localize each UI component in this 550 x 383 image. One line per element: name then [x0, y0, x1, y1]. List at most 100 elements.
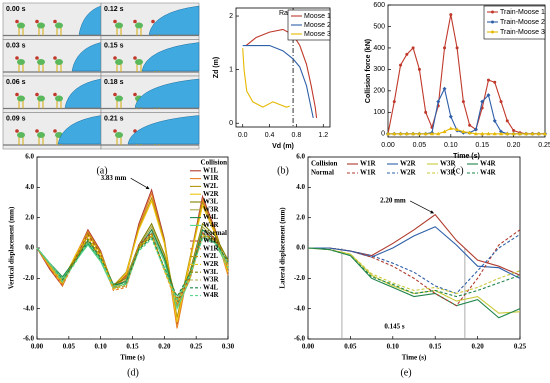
panel-label: (c)	[452, 165, 463, 176]
legend-label: W2L	[203, 182, 219, 190]
moose-head	[53, 56, 57, 60]
x-tick-label: 0.20	[158, 343, 171, 351]
moose-head	[133, 92, 137, 97]
legend-label: W3R	[440, 169, 457, 177]
marker	[467, 130, 472, 135]
legend-label: W2L	[203, 252, 219, 260]
legend-label: W3R	[440, 160, 457, 168]
moose-body	[17, 22, 25, 29]
y-tick-label: 0	[229, 120, 233, 127]
x-tick-label: 0.25	[538, 142, 550, 149]
marker	[411, 46, 415, 50]
legend-label: W1R	[360, 169, 377, 177]
series-line	[388, 87, 545, 135]
plot-frame	[235, 7, 331, 128]
marker	[524, 131, 529, 136]
moose-head	[35, 92, 39, 97]
marker	[448, 114, 453, 119]
x-tick-label: 0.05	[63, 343, 76, 351]
marker	[455, 46, 459, 50]
x-axis-label: Vd (m)	[272, 143, 294, 150]
legend-group-title: Collision	[311, 160, 338, 168]
annotation: 0.145 s	[384, 322, 405, 330]
snapshot-time: 0.12 s	[104, 6, 124, 13]
legend-label: W1R	[203, 174, 220, 182]
rail-label: Rail	[279, 10, 292, 17]
x-tick-label: 0.15	[429, 343, 442, 351]
legend-group-title: Normal	[311, 169, 334, 177]
snapshot-time: 0.00 s	[6, 6, 26, 13]
y-tick-label: 0.0	[25, 244, 34, 252]
legend-label: Train-Moose 1	[500, 9, 545, 16]
x-tick-label: 0.10	[444, 142, 458, 149]
legend-label: W3L	[203, 198, 219, 206]
marker	[442, 129, 447, 134]
annotation: 2.20 mm	[380, 197, 406, 205]
snapshot-time: 0.09 s	[6, 115, 26, 122]
marker	[499, 100, 503, 104]
marker	[536, 131, 541, 136]
y-tick-label: 0.0	[296, 244, 305, 252]
marker	[404, 131, 409, 136]
legend-label: Moose 2	[304, 22, 331, 29]
moose-body	[115, 95, 123, 102]
moose-head	[35, 129, 39, 133]
marker	[399, 63, 403, 67]
moose-head	[15, 129, 19, 133]
marker	[505, 131, 510, 136]
y-tick-label: 2.0	[296, 213, 305, 221]
x-tick-label: 0.0	[238, 132, 248, 139]
x-tick-label: 0.20	[471, 343, 484, 351]
annotation-arrow	[130, 177, 150, 190]
y-axis-label: Vertical displacement (mm)	[8, 206, 16, 289]
plot-frame	[307, 156, 521, 340]
marker	[429, 131, 434, 136]
legend-label: W4L	[203, 283, 219, 291]
marker	[512, 129, 516, 133]
marker	[417, 131, 422, 136]
legend-label: W4R	[203, 221, 220, 229]
legend-marker	[491, 10, 494, 14]
y-tick-label: -6.0	[294, 335, 306, 343]
x-tick-label: 0.4	[265, 132, 275, 139]
y-tick-label: -2.0	[23, 274, 35, 282]
legend-label: W2R	[400, 169, 417, 177]
marker	[436, 99, 441, 104]
moose-head	[113, 56, 117, 60]
snapshot-time: 0.06 s	[6, 79, 26, 86]
marker	[499, 131, 504, 136]
y-tick-label: 6.0	[296, 153, 305, 161]
plot-frame	[387, 4, 546, 138]
moose-head	[35, 56, 39, 60]
moose-body	[55, 95, 63, 102]
marker	[517, 131, 522, 136]
y-tick-label: 6.0	[25, 153, 34, 161]
series-line	[307, 247, 521, 314]
moose-head	[53, 92, 57, 97]
legend-label: W1L	[203, 166, 219, 174]
y-tick-label: 500	[373, 23, 385, 30]
series-line	[242, 44, 314, 119]
train-nose	[127, 115, 200, 145]
moose-head	[15, 19, 19, 24]
legend-label: W4R	[203, 291, 220, 299]
marker	[505, 119, 509, 123]
marker	[443, 46, 447, 50]
y-tick-label: 2	[229, 13, 233, 20]
marker	[468, 123, 472, 127]
x-tick-label: 0.30	[222, 343, 235, 351]
moose-body	[55, 59, 63, 65]
train-nose	[148, 5, 200, 35]
legend-group-title: Collision	[201, 159, 228, 167]
annotation: 3.83 mm	[101, 174, 127, 182]
marker	[461, 100, 465, 104]
marker	[480, 131, 485, 136]
panel-label: (d)	[127, 367, 139, 378]
x-tick-label: 0.8	[292, 132, 302, 139]
y-tick-label: 100	[373, 109, 385, 116]
y-tick-label: 400	[373, 45, 385, 52]
moose-head	[113, 19, 117, 24]
marker	[493, 80, 497, 84]
moose-head	[15, 92, 19, 97]
